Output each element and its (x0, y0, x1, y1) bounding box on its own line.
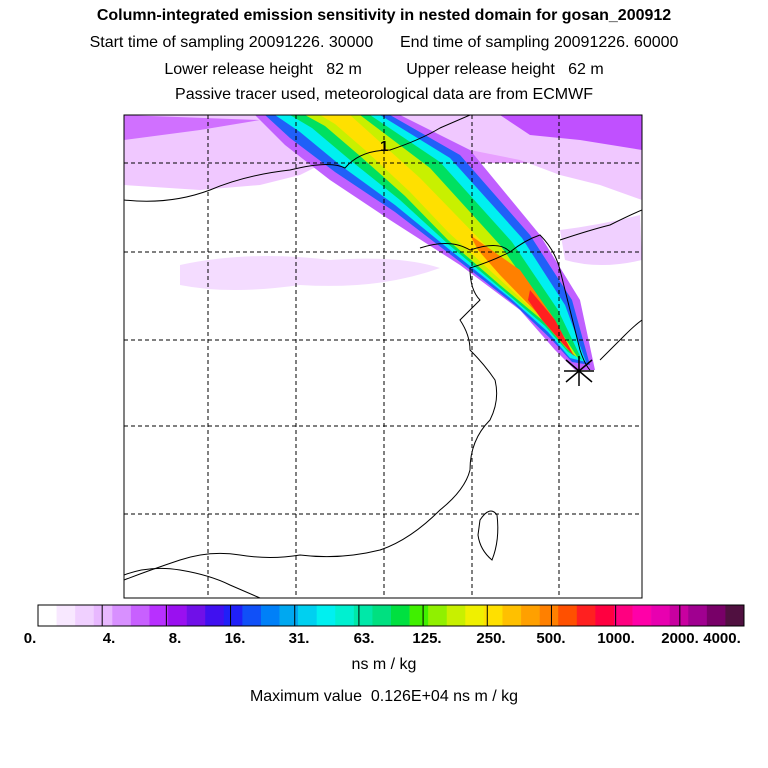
coastline-northeast (559, 209, 642, 241)
colorbar-cell (465, 605, 485, 626)
colorbar-cell (205, 605, 225, 626)
colorbar-cell (75, 605, 95, 626)
colorbar-tick-label: 8. (168, 630, 182, 647)
field-top-dark (124, 115, 260, 140)
colorbar-tick-label: 1000. (597, 630, 635, 647)
colorbar-cell (428, 605, 448, 626)
colorbar-cell (539, 605, 559, 626)
maximum-value: Maximum value 0.126E+04 ns m / kg (249, 688, 519, 705)
star-marker (564, 356, 594, 386)
plume-red (528, 290, 574, 356)
release-heights: Lower release height 82 m Upper release … (164, 61, 604, 78)
colorbar-cell (706, 605, 726, 626)
colorbar-tick-label: 2000. (661, 630, 699, 647)
field-patch-west (180, 256, 440, 290)
colorbar-cell (112, 605, 132, 626)
colorbar-cell (353, 605, 373, 626)
tracer-info: Passive tracer used, meteorological data… (175, 86, 593, 103)
colorbar-cell (613, 605, 633, 626)
colorbar-cell (223, 605, 243, 626)
colorbar-cell (186, 605, 206, 626)
colorbar-cell (149, 605, 169, 626)
coastline-japan (599, 319, 642, 361)
map-frame (123, 114, 643, 599)
colorbar-tick-label: 31. (288, 630, 310, 647)
plume-green (290, 115, 582, 360)
colorbar-cell (688, 605, 708, 626)
contour-label: 1 (380, 138, 389, 155)
plume-outer (255, 115, 595, 370)
colorbar-cell (651, 605, 670, 626)
colorbar-cell (632, 605, 652, 626)
plot-title: Column-integrated emission sensitivity i… (96, 7, 672, 24)
colorbar-tick-label: 4000. (703, 630, 741, 647)
colorbar-cell (56, 605, 76, 626)
colorbar-tick-label: 16. (224, 630, 246, 647)
coastline-taiwan (477, 510, 499, 561)
colorbar-cell (298, 605, 317, 626)
graticule (124, 115, 642, 598)
colorbar-cell (595, 605, 615, 626)
colorbar-cell (502, 605, 522, 626)
colorbar-cell (409, 605, 429, 626)
colorbar-tick-label: 250. (476, 630, 506, 647)
colorbar-cell (372, 605, 392, 626)
coastline-china (124, 243, 511, 581)
colorbar-cell (242, 605, 262, 626)
colorbar-cell (576, 605, 596, 626)
colorbar-tick-label: 500. (536, 630, 566, 647)
coastline-korea (509, 234, 591, 371)
colorbar-tick-label: 0. (23, 630, 37, 647)
sensitivity-field (124, 115, 642, 598)
colorbar-tick-label: 4. (102, 630, 116, 647)
coastline-north (124, 115, 471, 202)
colorbar-cell (483, 605, 503, 626)
colorbar-cell (316, 605, 336, 626)
colorbar-cell (521, 605, 540, 626)
colorbar-cell (391, 605, 410, 626)
colorbar-cell (558, 605, 578, 626)
colorbar-cell (130, 605, 150, 626)
colorbar-cell (260, 605, 280, 626)
colorbar-cell (725, 605, 745, 626)
colorbar-cell (93, 605, 113, 626)
sampling-times: Start time of sampling 20091226. 30000 E… (89, 34, 679, 51)
field-top-right (500, 115, 642, 150)
colorbar-frame (37, 604, 745, 627)
colorbar-units: ns m / kg (351, 656, 417, 673)
colorbar-cell (335, 605, 355, 626)
border-south (124, 567, 261, 598)
colorbar-cell (279, 605, 299, 626)
colorbar-cell (168, 605, 187, 626)
colorbar-tick-label: 63. (353, 630, 375, 647)
colorbar-cell (38, 605, 57, 626)
colorbar-tick-label: 125. (412, 630, 442, 647)
colorbar-cell (669, 605, 689, 626)
field-top-halo (124, 115, 642, 200)
plume-blue (265, 115, 590, 365)
colorbar-cell (446, 605, 466, 626)
